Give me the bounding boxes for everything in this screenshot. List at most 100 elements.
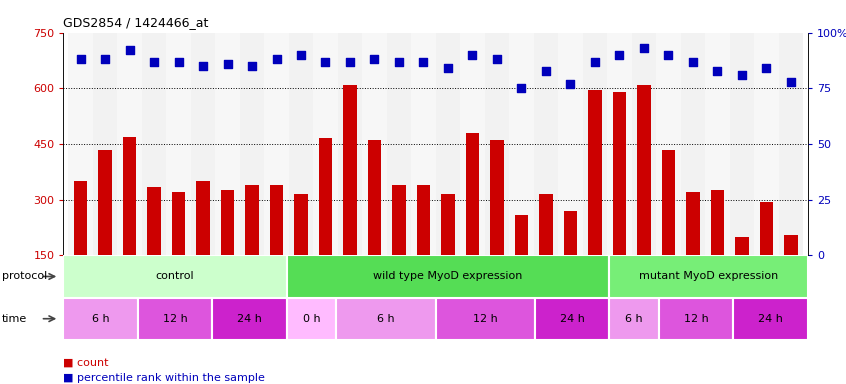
Bar [609, 255, 808, 298]
Text: 0 h: 0 h [303, 314, 321, 324]
Text: protocol: protocol [2, 271, 47, 281]
Point [196, 63, 210, 69]
Point [686, 58, 700, 65]
Point [221, 61, 234, 67]
Point [539, 68, 552, 74]
Bar [760, 202, 773, 311]
Point [588, 58, 602, 65]
Bar [680, 33, 705, 255]
Bar [294, 194, 308, 311]
Point [637, 45, 651, 51]
Bar [735, 237, 749, 311]
Bar [535, 298, 609, 340]
Text: 24 h: 24 h [560, 314, 585, 324]
Text: time: time [2, 314, 27, 324]
Text: 6 h: 6 h [92, 314, 109, 324]
Bar [167, 33, 191, 255]
Bar [490, 140, 503, 311]
Point [465, 52, 479, 58]
Point [123, 47, 136, 53]
Point [735, 72, 749, 78]
Bar [196, 181, 210, 311]
Bar [583, 33, 607, 255]
Text: 6 h: 6 h [377, 314, 395, 324]
Bar [142, 33, 167, 255]
Bar [485, 33, 509, 255]
Bar [417, 185, 430, 311]
Bar [509, 33, 534, 255]
Bar [534, 33, 558, 255]
Bar [69, 33, 93, 255]
Point [417, 58, 431, 65]
Bar [172, 192, 185, 311]
Bar [287, 298, 337, 340]
Bar [659, 298, 733, 340]
Bar [754, 33, 778, 255]
Bar [362, 33, 387, 255]
Bar [212, 298, 287, 340]
Bar [465, 133, 479, 311]
Bar [436, 298, 535, 340]
Text: ■ percentile rank within the sample: ■ percentile rank within the sample [63, 373, 266, 383]
Bar [563, 211, 577, 311]
Text: 24 h: 24 h [237, 314, 262, 324]
Point [98, 56, 112, 63]
Point [245, 63, 259, 69]
Text: GDS2854 / 1424466_at: GDS2854 / 1424466_at [63, 16, 209, 29]
Point [490, 56, 503, 63]
Point [368, 56, 382, 63]
Point [393, 58, 406, 65]
Bar [662, 149, 675, 311]
Point [172, 58, 185, 65]
Bar [729, 33, 754, 255]
Bar [221, 190, 234, 311]
Text: 24 h: 24 h [758, 314, 783, 324]
Point [563, 81, 577, 87]
Bar [147, 187, 161, 311]
Bar [784, 235, 798, 311]
Bar [338, 33, 362, 255]
Bar [287, 255, 609, 298]
Bar [436, 33, 460, 255]
Bar [656, 33, 680, 255]
Bar [705, 33, 729, 255]
Bar [393, 185, 406, 311]
Point [613, 52, 626, 58]
Bar [411, 33, 436, 255]
Bar [368, 140, 382, 311]
Point [270, 56, 283, 63]
Text: mutant MyoD expression: mutant MyoD expression [639, 271, 778, 281]
Bar [245, 185, 259, 311]
Bar [63, 298, 138, 340]
Bar [514, 215, 528, 311]
Point [294, 52, 308, 58]
Bar [733, 298, 808, 340]
Bar [637, 84, 651, 311]
Bar [138, 298, 212, 340]
Bar [123, 137, 136, 311]
Bar [215, 33, 239, 255]
Bar [558, 33, 583, 255]
Text: control: control [156, 271, 195, 281]
Bar [313, 33, 338, 255]
Bar [343, 84, 357, 311]
Text: wild type MyoD expression: wild type MyoD expression [373, 271, 523, 281]
Bar [264, 33, 288, 255]
Bar [387, 33, 411, 255]
Point [74, 56, 87, 63]
Bar [239, 33, 264, 255]
Bar [613, 92, 626, 311]
Point [514, 85, 528, 91]
Point [147, 58, 161, 65]
Text: 12 h: 12 h [684, 314, 709, 324]
Bar [711, 190, 724, 311]
Bar [442, 194, 454, 311]
Point [343, 58, 357, 65]
Bar [191, 33, 215, 255]
Text: 6 h: 6 h [625, 314, 643, 324]
Point [711, 68, 724, 74]
Bar [588, 90, 602, 311]
Bar [270, 185, 283, 311]
Bar [632, 33, 656, 255]
Text: ■ count: ■ count [63, 358, 109, 368]
